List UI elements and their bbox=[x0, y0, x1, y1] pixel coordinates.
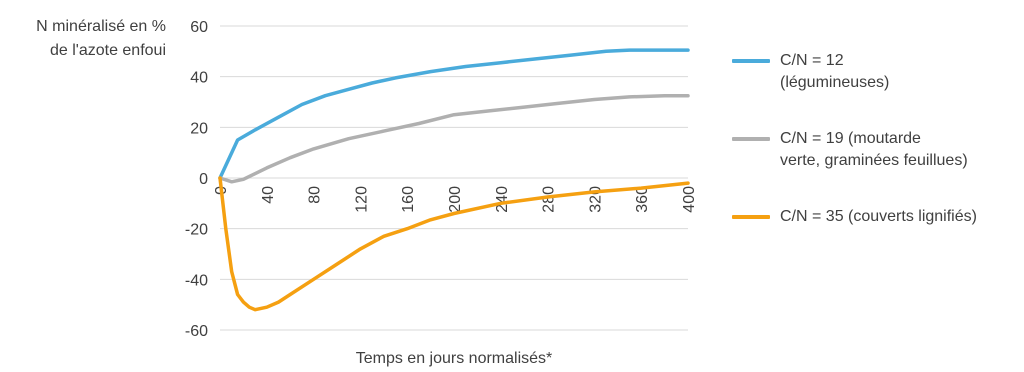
y-tick-label: -40 bbox=[185, 272, 208, 289]
legend-item-cn12: C/N = 12 (légumineuses) bbox=[732, 50, 889, 94]
legend-label-cn12-line-1: C/N = 12 bbox=[780, 52, 844, 69]
x-tick-label: 200 bbox=[447, 186, 464, 213]
x-tick-label: 240 bbox=[494, 186, 511, 213]
legend-label-cn19-line-1: C/N = 19 (moutarde bbox=[780, 130, 921, 147]
y-axis-label-line-2: de l'azote enfoui bbox=[49, 42, 166, 59]
y-tick-label: -60 bbox=[185, 323, 208, 340]
y-tick-label: 0 bbox=[199, 171, 208, 188]
series-cn12-line bbox=[218, 48, 690, 180]
legend-label-cn35-line-1: C/N = 35 (couverts lignifiés) bbox=[780, 208, 977, 225]
y-tick-label: -20 bbox=[185, 222, 208, 239]
x-tick-label: 280 bbox=[541, 186, 558, 213]
x-tick-label: 160 bbox=[400, 186, 417, 213]
x-tick-label: 80 bbox=[307, 186, 324, 204]
legend-label-cn12: C/N = 12 (légumineuses) bbox=[780, 50, 889, 94]
x-tick-label: 120 bbox=[353, 186, 370, 213]
series-cn19-line bbox=[218, 93, 690, 184]
legend-item-cn19: C/N = 19 (moutarde verte, graminées feui… bbox=[732, 128, 968, 172]
y-tick-label: 60 bbox=[190, 19, 208, 36]
series-cn35-line bbox=[218, 176, 690, 312]
x-tick-label: 40 bbox=[260, 186, 277, 204]
y-tick-label: 40 bbox=[190, 70, 208, 87]
y-axis-label-line-1: N minéralisé en % bbox=[36, 18, 166, 35]
y-tick-label: 20 bbox=[190, 120, 208, 137]
legend-swatch-cn12 bbox=[732, 59, 770, 63]
legend-label-cn12-line-2: (légumineuses) bbox=[780, 74, 890, 91]
legend-swatch-cn19 bbox=[732, 137, 770, 141]
legend-swatch-cn35 bbox=[732, 215, 770, 219]
legend-item-cn35: C/N = 35 (couverts lignifiés) bbox=[732, 206, 977, 228]
legend-label-cn19-line-2: verte, graminées feuillues) bbox=[780, 152, 968, 169]
x-tick-label: 360 bbox=[634, 186, 651, 213]
x-axis-label: Temps en jours normalisés* bbox=[355, 350, 553, 367]
legend-label-cn19: C/N = 19 (moutarde verte, graminées feui… bbox=[780, 128, 968, 172]
x-tick-label: 400 bbox=[681, 186, 698, 213]
legend-label-cn35: C/N = 35 (couverts lignifiés) bbox=[780, 206, 977, 228]
